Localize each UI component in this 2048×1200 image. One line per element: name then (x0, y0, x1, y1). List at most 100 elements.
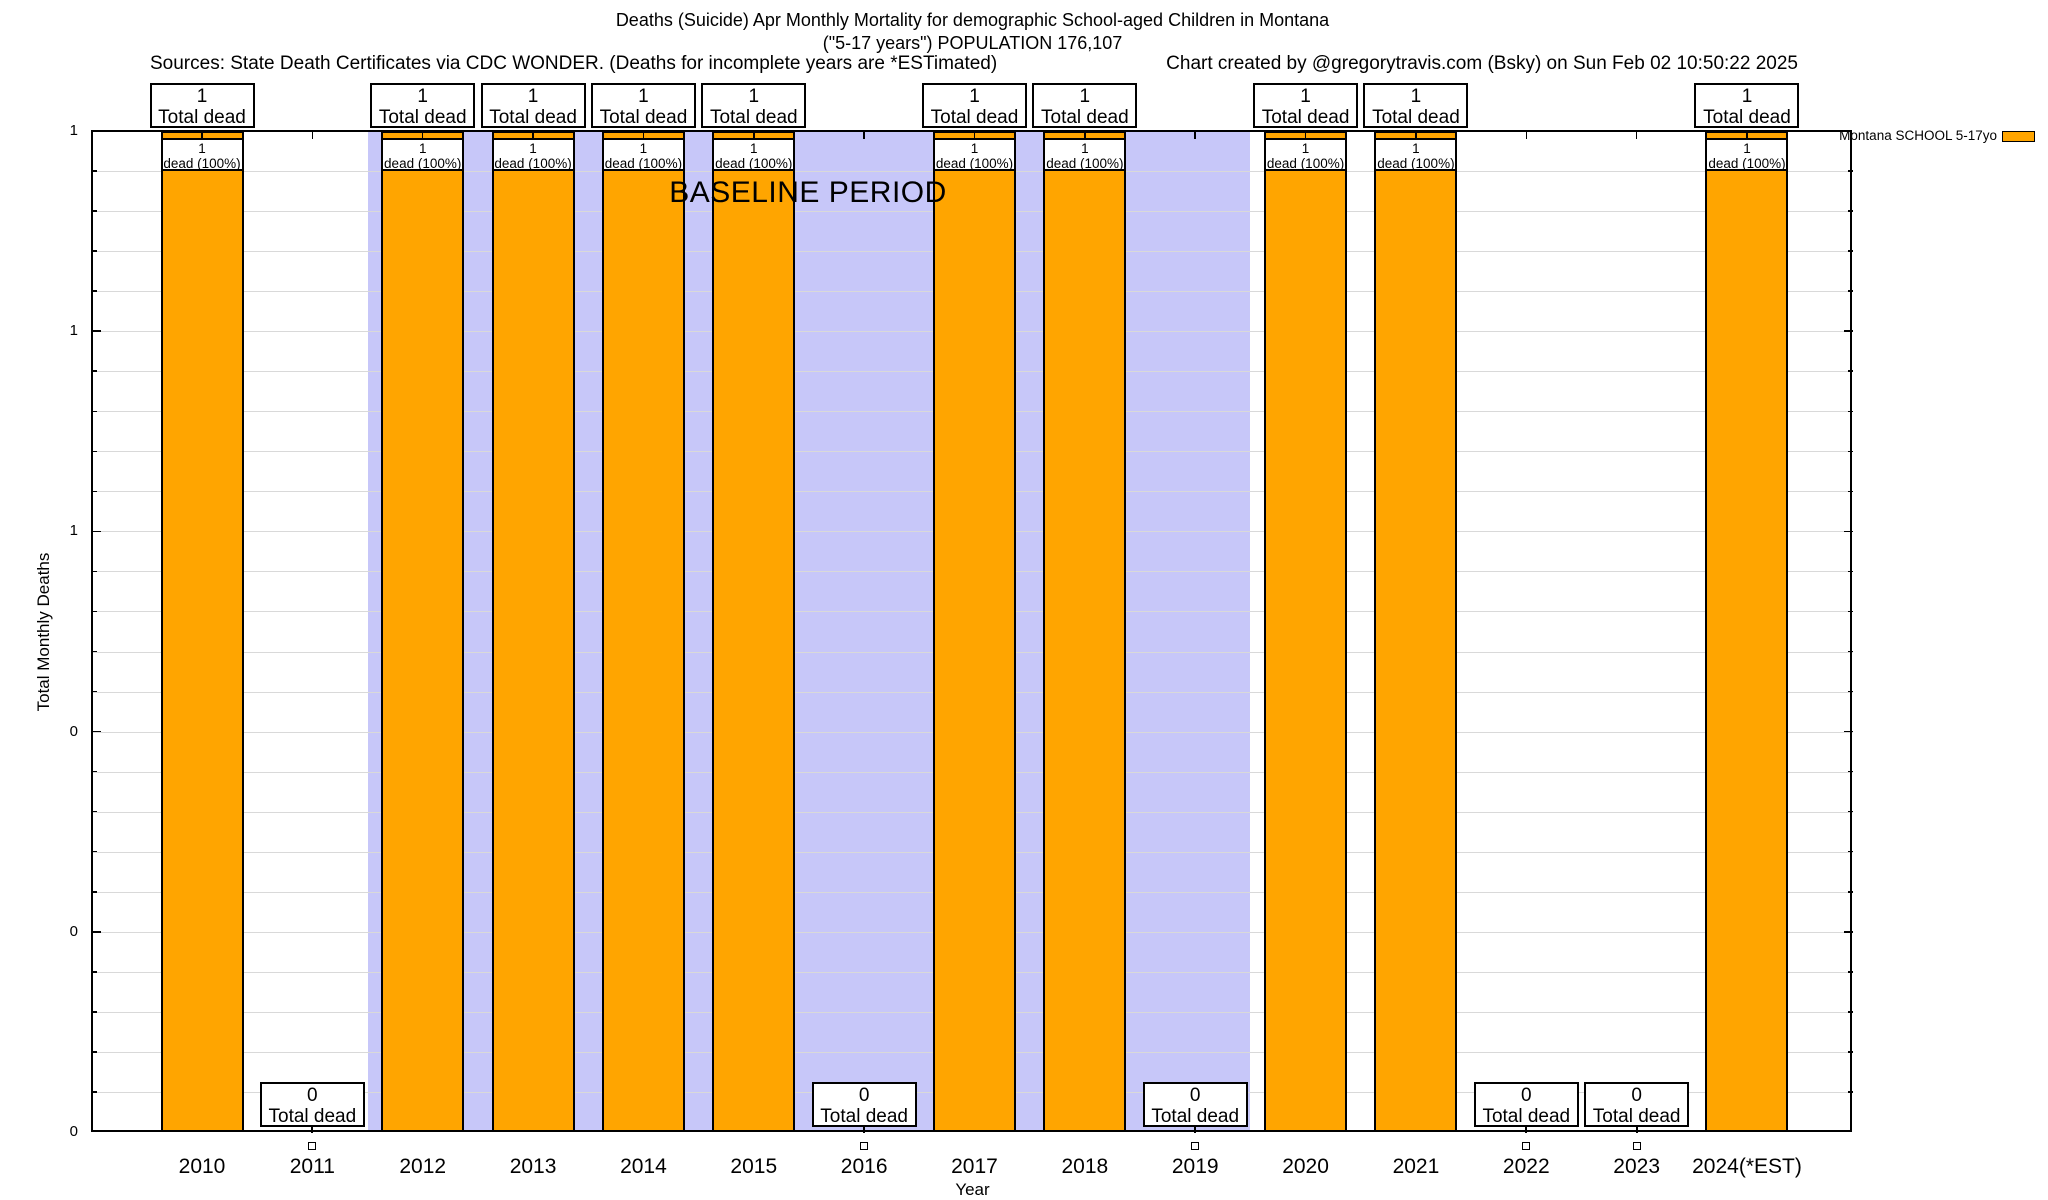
bar-pct-label: dead (100%) (715, 156, 793, 171)
total-dead-value: 1 (638, 86, 649, 107)
y-minor-tick-right (1848, 250, 1853, 252)
y-minor-tick (92, 850, 97, 853)
baseline-period-annotation: BASELINE PERIOD (669, 176, 947, 209)
x-axis-title: Year (955, 1180, 990, 1199)
y-minor-tick-right (1848, 210, 1853, 212)
x-top-tick (863, 131, 865, 139)
total-dead-caption: Total dead (709, 107, 798, 128)
y-minor-tick-right (1848, 410, 1853, 413)
x-tick-label: 2018 (1061, 1155, 1109, 1178)
y-minor-tick-right (1848, 690, 1853, 693)
total-dead-box-zero: 0 Total dead (259, 1082, 365, 1127)
x-tick-label: 2022 (1502, 1155, 1550, 1178)
x-top-tick (1084, 131, 1086, 139)
y-minor-tick (92, 570, 97, 573)
y-minor-tick (92, 1091, 97, 1093)
zero-point-marker (308, 1142, 317, 1150)
bar-value: 1 (970, 141, 979, 156)
x-top-tick (421, 131, 424, 139)
total-dead-box-zero: 0 Total dead (1142, 1082, 1248, 1127)
total-dead-caption: Total dead (1261, 107, 1350, 128)
y-minor-tick (92, 1051, 97, 1053)
y-minor-tick-right (1848, 450, 1853, 453)
label-connector (1635, 1127, 1638, 1133)
total-dead-caption: Total dead (599, 107, 688, 128)
total-dead-box: 1 Total dead (921, 83, 1027, 128)
total-dead-caption: Total dead (268, 1106, 357, 1127)
bar (160, 131, 244, 1132)
y-tick-label: 1 (69, 122, 78, 139)
x-top-tick (311, 131, 314, 139)
total-dead-caption: Total dead (1041, 107, 1129, 128)
y-minor-tick-right (1848, 770, 1853, 773)
bar-pct-label: dead (100%) (384, 156, 462, 171)
y-minor-tick-right (1848, 490, 1853, 493)
total-dead-value: 0 (1520, 1085, 1532, 1106)
bar-label-box: 1 dead (100%) (160, 138, 244, 171)
x-tick-label: 2011 (289, 1155, 335, 1178)
bar-value: 1 (1081, 141, 1089, 156)
y-minor-tick (92, 210, 97, 212)
y-minor-tick (92, 891, 97, 893)
y-tick-label: 1 (69, 522, 78, 540)
total-dead-caption: Total dead (1372, 107, 1460, 128)
bar (491, 131, 575, 1132)
x-top-tick (753, 131, 755, 139)
total-dead-value: 1 (969, 86, 980, 107)
y-major-tick (92, 931, 101, 933)
bar-value: 1 (639, 141, 648, 156)
y-tick-label: 1 (69, 322, 78, 340)
y-minor-tick (92, 610, 97, 613)
total-dead-box: 1 Total dead (480, 83, 586, 128)
total-dead-value: 0 (858, 1085, 870, 1106)
total-dead-caption: Total dead (158, 107, 246, 128)
y-minor-tick-right (1848, 850, 1853, 853)
x-tick-label: 2021 (1392, 1155, 1440, 1178)
x-top-tick (1746, 131, 1748, 139)
total-dead-value: 1 (748, 86, 760, 107)
bar (712, 131, 796, 1132)
y-minor-tick (92, 290, 97, 292)
x-tick-label: 2019 (1171, 1155, 1219, 1178)
zero-point-marker (1632, 1142, 1641, 1150)
bar-label-box: 1 dead (100%) (712, 138, 796, 171)
y-minor-tick-right (1848, 1051, 1853, 1053)
y-minor-tick-right (1848, 370, 1853, 372)
x-top-tick (642, 131, 645, 139)
bar-label-box: 1 dead (100%) (1264, 138, 1348, 171)
x-top-tick (1635, 131, 1638, 139)
label-connector (1525, 1127, 1528, 1133)
total-dead-caption: Total dead (1482, 1106, 1571, 1127)
bar (601, 131, 685, 1132)
y-minor-tick (92, 650, 97, 653)
bar-pct-label: dead (100%) (1046, 156, 1124, 171)
y-minor-tick (92, 170, 97, 172)
y-minor-tick-right (1848, 290, 1853, 292)
y-minor-tick-right (1848, 650, 1853, 653)
total-dead-caption: Total dead (489, 107, 577, 128)
bar-value: 1 (1301, 141, 1310, 156)
bar-value: 1 (1743, 141, 1751, 156)
y-major-tick-right (1844, 330, 1853, 332)
y-tick-label: 0 (69, 1123, 78, 1140)
total-dead-caption: Total dead (930, 107, 1019, 128)
x-tick-label: 2014 (620, 1155, 667, 1178)
legend-label: Montana SCHOOL 5-17yo (1839, 128, 1997, 143)
y-major-tick-right (1844, 931, 1853, 933)
bar-label-box: 1 dead (100%) (932, 138, 1016, 171)
total-dead-box: 1 Total dead (1694, 83, 1800, 128)
x-tick-label: 2017 (951, 1155, 998, 1178)
label-connector (1194, 1127, 1197, 1133)
x-tick-label: 2012 (399, 1155, 447, 1178)
bar-label-box: 1 dead (100%) (1374, 138, 1458, 171)
bar-value: 1 (198, 141, 206, 156)
bar-label-box: 1 dead (100%) (1705, 138, 1789, 171)
x-top-tick (201, 131, 203, 139)
bar-label-box: 1 dead (100%) (381, 138, 465, 171)
x-tick-label: 2013 (509, 1155, 557, 1178)
y-minor-tick (92, 450, 97, 453)
total-dead-box: 1 Total dead (1253, 83, 1359, 128)
x-top-tick (1415, 131, 1417, 139)
